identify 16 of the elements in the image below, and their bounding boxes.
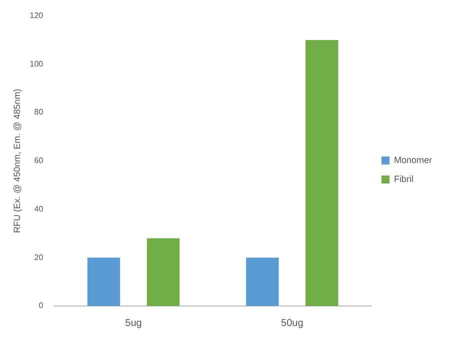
y-tick-label: 60 [34, 156, 44, 166]
y-tick-label: 100 [30, 59, 44, 68]
bar [246, 258, 279, 306]
y-axis-title: RFU (Ex. @ 450nm, Em. @ 485nm) [12, 88, 22, 234]
y-tick-label: 80 [34, 108, 44, 117]
bar [146, 238, 180, 306]
x-tick-label: 50ug [281, 318, 304, 329]
y-tick-label: 0 [38, 301, 44, 310]
x-tick-label: 5ug [125, 318, 142, 329]
y-tick-label: 40 [34, 204, 44, 214]
bar [87, 258, 120, 306]
y-tick-label: 120 [30, 11, 44, 20]
bar [306, 40, 338, 306]
legend-label: Fibril [394, 174, 414, 184]
legend-label: Monomer [394, 154, 432, 165]
y-tick-label: 20 [34, 252, 44, 262]
